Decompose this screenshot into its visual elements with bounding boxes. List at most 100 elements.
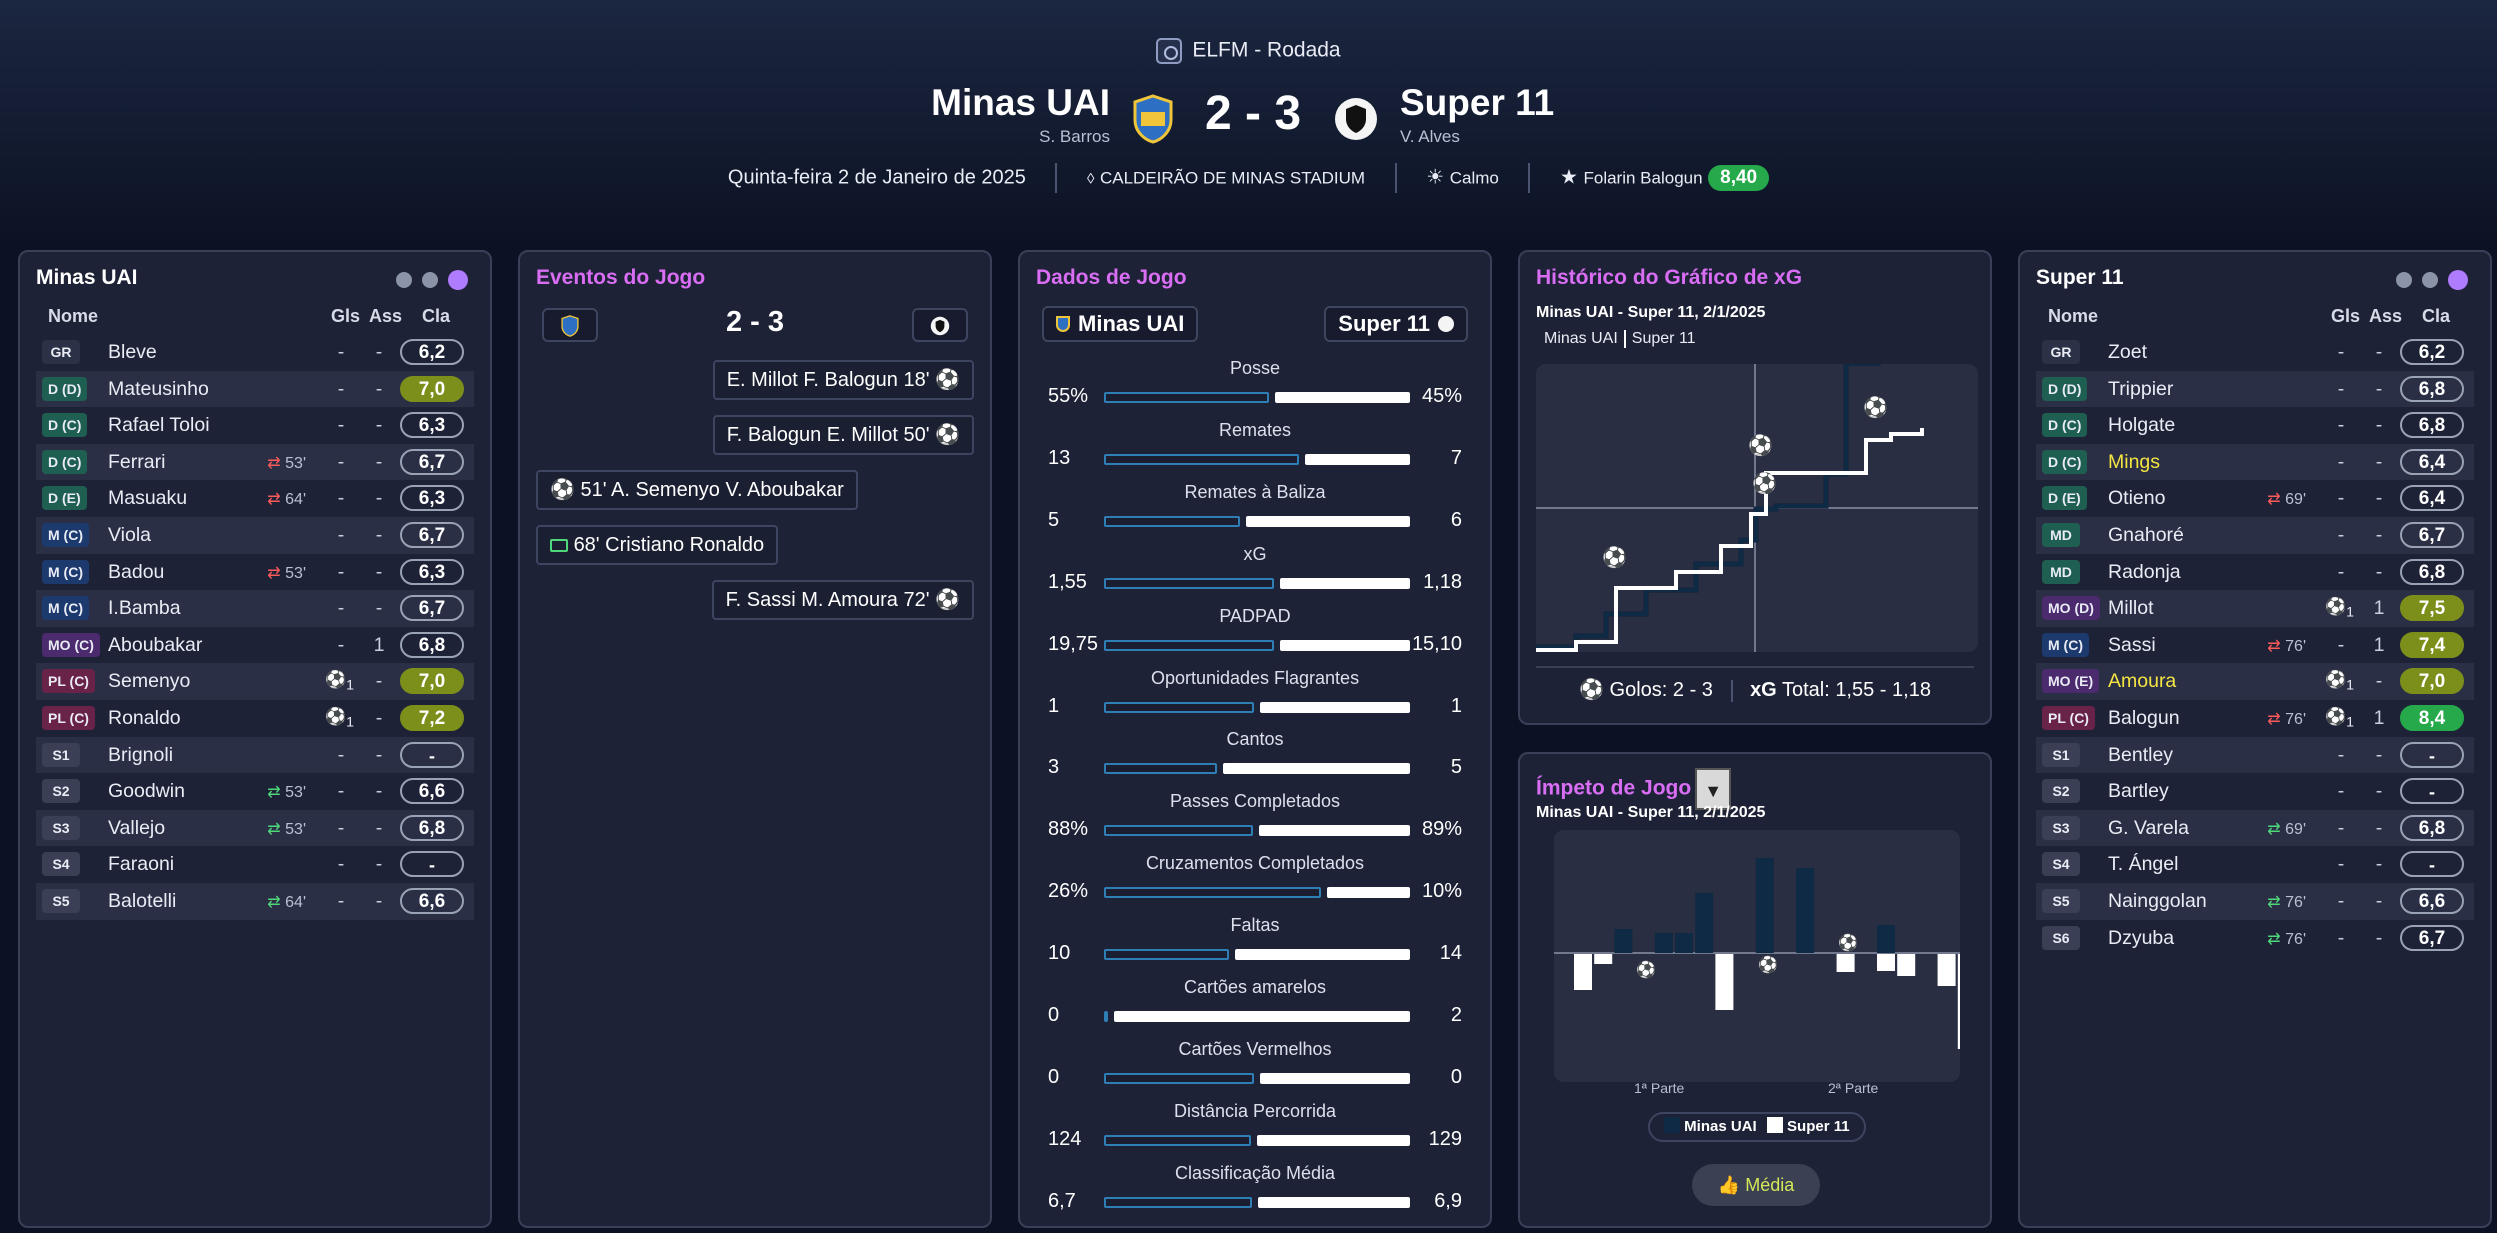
player-name[interactable]: Zoet bbox=[2108, 341, 2148, 363]
xg-legend-away[interactable]: Super 11 bbox=[1631, 330, 1696, 348]
player-name[interactable]: Bleve bbox=[108, 341, 157, 363]
player-row[interactable]: PL (C) Balogun ⇄ 76' ⚽1 1 8,4 bbox=[2036, 700, 2474, 737]
player-name[interactable]: Dzyuba bbox=[2108, 926, 2175, 949]
player-row[interactable]: MO (D) Millot ⚽1 1 7,5 bbox=[2036, 590, 2474, 627]
player-row[interactable]: M (C) Badou ⇄ 53' - -6,3 bbox=[36, 554, 474, 591]
player-row[interactable]: D (C) Holgate - -6,8 bbox=[2036, 407, 2474, 444]
xg-legend[interactable]: Minas UAI Super 11 bbox=[1544, 330, 1696, 348]
player-name[interactable]: Bentley bbox=[2108, 743, 2174, 766]
player-name[interactable]: Amoura bbox=[2108, 670, 2177, 693]
player-row[interactable]: S5 Nainggolan ⇄ 76' - -6,6 bbox=[2036, 882, 2474, 920]
player-name[interactable]: Badou bbox=[108, 560, 165, 583]
event-goal-home[interactable]: ⚽ 51' A. Semenyo V. Aboubakar bbox=[536, 470, 858, 510]
player-name[interactable]: Rafael Toloi bbox=[108, 414, 210, 437]
player-row[interactable]: S2 Goodwin ⇄ 53' - -6,6 bbox=[36, 773, 474, 810]
player-name[interactable]: Radonja bbox=[2108, 560, 2181, 583]
player-row[interactable]: GR Zoet - -6,2 bbox=[2036, 334, 2474, 371]
dropdown-button[interactable]: ▼ bbox=[1695, 768, 1732, 810]
player-name[interactable]: Trippier bbox=[2108, 377, 2174, 400]
view-dot-1[interactable] bbox=[396, 272, 412, 288]
event-goal-away[interactable]: E. Millot F. Balogun 18' ⚽ bbox=[712, 360, 974, 400]
player-row[interactable]: S3 G. Varela ⇄ 69' - -6,8 bbox=[2036, 809, 2474, 847]
player-name[interactable]: Mings bbox=[2108, 450, 2161, 473]
player-row[interactable]: S1 Brignoli - - - bbox=[36, 736, 474, 774]
player-name[interactable]: Aboubakar bbox=[108, 633, 203, 656]
player-row[interactable]: D (C) Mings - -6,4 bbox=[2036, 443, 2474, 481]
momentum-legend[interactable]: Minas UAI Super 11 bbox=[1648, 1112, 1866, 1142]
view-dot-1[interactable] bbox=[2396, 272, 2412, 288]
away-coach[interactable]: V. Alves bbox=[1400, 127, 1460, 146]
motm-name[interactable]: Folarin Balogun bbox=[1583, 168, 1703, 188]
stats-home-team[interactable]: Minas UAI bbox=[1042, 306, 1199, 342]
player-name[interactable]: Faraoni bbox=[108, 853, 175, 876]
player-row[interactable]: M (C) I.Bamba - -6,7 bbox=[36, 590, 474, 627]
substitution-icon: ⇄ bbox=[2267, 893, 2281, 911]
stats-away-team[interactable]: Super 11 bbox=[1324, 306, 1468, 342]
player-name[interactable]: Ronaldo bbox=[108, 706, 181, 729]
xg-legend-home[interactable]: Minas UAI bbox=[1544, 330, 1618, 348]
panel-view-dots[interactable] bbox=[386, 270, 468, 293]
player-row[interactable]: S5 Balotelli ⇄ 64' - -6,6 bbox=[36, 882, 474, 920]
player-row[interactable]: S2 Bartley - - - bbox=[2036, 773, 2474, 810]
player-row[interactable]: MD Gnahoré - -6,7 bbox=[2036, 516, 2474, 554]
player-row[interactable]: MO (C) Aboubakar - 1 6,8 bbox=[36, 627, 474, 664]
legend-away-label[interactable]: Super 11 bbox=[1787, 1118, 1850, 1135]
view-dot-2[interactable] bbox=[2422, 272, 2438, 288]
player-name[interactable]: Viola bbox=[108, 523, 152, 546]
player-row[interactable]: S4 T. Ángel - - - bbox=[2036, 846, 2474, 883]
player-name[interactable]: Nainggolan bbox=[2108, 889, 2207, 912]
player-name[interactable]: Millot bbox=[2108, 597, 2154, 620]
player-name[interactable]: Sassi bbox=[2108, 633, 2156, 656]
player-name[interactable]: Ferrari bbox=[108, 450, 166, 473]
player-name[interactable]: Balotelli bbox=[108, 889, 177, 912]
stadium-name[interactable]: CALDEIRÃO DE MINAS STADIUM bbox=[1099, 168, 1366, 188]
player-row[interactable]: S6 Dzyuba ⇄ 76' - -6,7 bbox=[2036, 920, 2474, 957]
event-var-home[interactable]: 68' Cristiano Ronaldo bbox=[536, 525, 779, 565]
home-coach[interactable]: S. Barros bbox=[1039, 127, 1110, 146]
event-goal-away[interactable]: F. Sassi M. Amoura 72' ⚽ bbox=[711, 580, 974, 620]
player-name[interactable]: Mateusinho bbox=[108, 377, 209, 400]
player-row[interactable]: D (E) Masuaku ⇄ 64' - -6,3 bbox=[36, 480, 474, 517]
player-name[interactable]: Otieno bbox=[2108, 487, 2166, 510]
player-row[interactable]: M (C) Viola - -6,7 bbox=[36, 516, 474, 554]
player-row[interactable]: S4 Faraoni - - - bbox=[36, 846, 474, 883]
view-dot-2[interactable] bbox=[422, 272, 438, 288]
player-name[interactable]: Masuaku bbox=[108, 487, 188, 510]
away-team-name[interactable]: Super 11 bbox=[1400, 82, 1555, 123]
away-team-block[interactable]: Super 11 V. Alves bbox=[1400, 82, 1554, 147]
player-name[interactable]: I.Bamba bbox=[108, 597, 181, 620]
player-row[interactable]: M (C) Sassi ⇄ 76' - 1 7,4 bbox=[2036, 627, 2474, 664]
player-name[interactable]: Vallejo bbox=[108, 816, 166, 839]
player-row[interactable]: PL (C) Ronaldo ⚽1-7,2 bbox=[36, 700, 474, 737]
average-button[interactable]: 👍 Média bbox=[1692, 1164, 1820, 1206]
player-row[interactable]: D (D) Trippier - -6,8 bbox=[2036, 370, 2474, 408]
player-name[interactable]: Balogun bbox=[2108, 706, 2180, 729]
home-team-name[interactable]: Minas UAI bbox=[931, 82, 1110, 123]
event-goal-away[interactable]: F. Balogun E. Millot 50' ⚽ bbox=[712, 415, 974, 455]
legend-home-label[interactable]: Minas UAI bbox=[1684, 1118, 1757, 1135]
player-row[interactable]: D (E) Otieno ⇄ 69' - -6,4 bbox=[2036, 480, 2474, 517]
goals-value: - bbox=[337, 414, 345, 437]
home-team-block[interactable]: Minas UAI S. Barros bbox=[931, 82, 1110, 147]
player-name[interactable]: T. Ángel bbox=[2108, 853, 2179, 876]
player-row[interactable]: D (C) Rafael Toloi - -6,3 bbox=[36, 407, 474, 444]
rating-badge: - bbox=[400, 851, 464, 878]
player-row[interactable]: MD Radonja - -6,8 bbox=[2036, 554, 2474, 591]
player-row[interactable]: D (D) Mateusinho - -7,0 bbox=[36, 370, 474, 408]
player-row[interactable]: PL (C) Semenyo ⚽1-7,0 bbox=[36, 663, 474, 700]
view-dot-3[interactable] bbox=[448, 270, 468, 290]
player-row[interactable]: S1 Bentley - - - bbox=[2036, 736, 2474, 774]
player-row[interactable]: D (C) Ferrari ⇄ 53' - -6,7 bbox=[36, 443, 474, 481]
player-name[interactable]: Semenyo bbox=[108, 670, 191, 693]
player-name[interactable]: Bartley bbox=[2108, 780, 2169, 803]
player-name[interactable]: Goodwin bbox=[108, 780, 185, 803]
player-row[interactable]: MO (E) Amoura ⚽1-7,0 bbox=[2036, 663, 2474, 700]
player-name[interactable]: Brignoli bbox=[108, 743, 174, 766]
player-name[interactable]: Holgate bbox=[2108, 414, 2176, 437]
player-row[interactable]: GR Bleve - -6,2 bbox=[36, 334, 474, 371]
player-row[interactable]: S3 Vallejo ⇄ 53' - -6,8 bbox=[36, 809, 474, 847]
player-name[interactable]: G. Varela bbox=[2108, 816, 2189, 839]
view-dot-3[interactable] bbox=[2448, 270, 2468, 290]
player-name[interactable]: Gnahoré bbox=[2108, 523, 2184, 546]
panel-view-dots[interactable] bbox=[2386, 270, 2468, 293]
